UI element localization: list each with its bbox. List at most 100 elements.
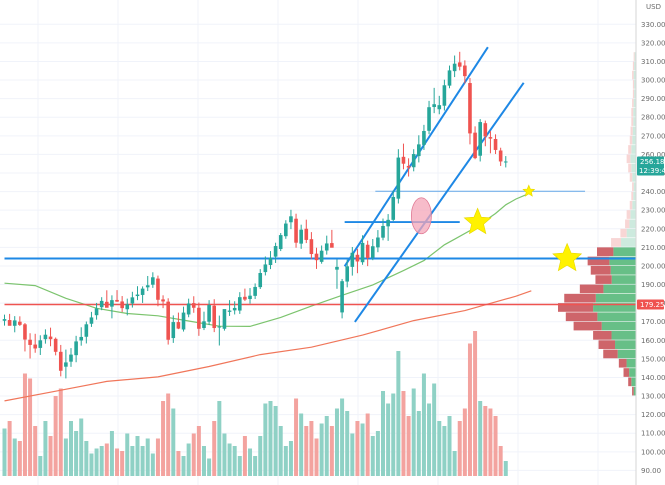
- volume-bar: [2, 428, 7, 476]
- price-tick-label: 240.00: [641, 188, 665, 196]
- volume-profile-bar-down: [595, 275, 612, 284]
- volume-profile-bar-up: [609, 256, 636, 266]
- candle-body-down: [23, 324, 27, 340]
- candle-body-down: [33, 344, 37, 349]
- volume-bar: [396, 351, 401, 476]
- volume-bar: [74, 431, 79, 476]
- candle-body-up: [427, 107, 431, 131]
- volume-profile-bar-down: [628, 377, 632, 387]
- volume-bar: [201, 446, 206, 476]
- candle-body-up: [360, 242, 365, 263]
- volume-profile-bar-down: [628, 145, 632, 154]
- candle-body-up: [79, 336, 84, 341]
- volume-bar: [370, 436, 375, 476]
- candle-body-down: [191, 303, 196, 308]
- volume-profile-bar-up: [626, 228, 636, 238]
- volume-bar: [186, 443, 191, 476]
- volume-bars: [2, 331, 508, 476]
- volume-profile-bar-down: [632, 98, 634, 108]
- volume-profile-bar-down: [620, 228, 627, 238]
- volume-bar: [258, 436, 263, 476]
- price-tick-label: 220.00: [641, 225, 665, 233]
- price-tick-label: 330.00: [641, 21, 665, 29]
- volume-profile-bar-down: [632, 89, 635, 99]
- volume-bar: [130, 446, 135, 476]
- volume-profile-bar-up: [632, 135, 636, 145]
- candle-body-down: [406, 165, 411, 168]
- volume-bar: [33, 426, 38, 476]
- volume-profile-bar-down: [625, 219, 630, 229]
- volume-profile-bar-down: [632, 386, 634, 396]
- volume-bar: [227, 443, 232, 476]
- candle-body-up: [43, 334, 48, 340]
- candle-body-up: [345, 266, 350, 282]
- volume-bar: [406, 416, 411, 476]
- volume-profile-bar-down: [626, 210, 631, 219]
- candle-body-up: [319, 250, 324, 262]
- candle-body-up: [284, 223, 288, 237]
- candle-body-down: [309, 239, 314, 255]
- volume-bar: [155, 438, 160, 476]
- volume-profile-bar-down: [565, 312, 598, 322]
- volume-profile-bar-down: [558, 303, 594, 312]
- candle-body-down: [197, 307, 201, 329]
- volume-profile-bar-up: [630, 154, 636, 164]
- volume-bar: [391, 393, 396, 476]
- volume-profile-bar-up: [633, 386, 636, 396]
- candle-body-up: [217, 326, 222, 328]
- volume-bar: [166, 393, 171, 476]
- candle-body-down: [463, 65, 467, 77]
- small-star-marker: [522, 184, 536, 197]
- volume-bar: [457, 421, 462, 476]
- volume-bar: [181, 456, 186, 476]
- volume-bar: [171, 408, 176, 476]
- candle-body-down: [493, 138, 498, 150]
- volume-profile-bar-up: [601, 321, 636, 331]
- price-tick-label: 200.00: [641, 262, 665, 270]
- moving-average-red: [4, 290, 532, 402]
- volume-bar: [350, 433, 355, 476]
- volume-profile-bar-up: [603, 284, 636, 294]
- volume-profile-bar-down: [611, 238, 622, 247]
- candle-body-down: [498, 150, 503, 162]
- price-tick-label: 100.00: [641, 448, 665, 456]
- candle-body-down: [365, 244, 370, 258]
- price-tick-label: 290.00: [641, 95, 665, 103]
- volume-bar: [7, 421, 12, 476]
- candle-body-down: [105, 301, 109, 308]
- candle-body-up: [478, 122, 482, 156]
- volume-profile-bar-down: [628, 163, 632, 173]
- volume-profile-bar-down: [632, 61, 635, 71]
- candle-body-up: [99, 300, 104, 308]
- volume-profile-bar-up: [631, 377, 636, 387]
- volume-bar: [273, 406, 278, 476]
- volume-profile-bar-down: [629, 200, 633, 210]
- candle-body-up: [289, 216, 293, 223]
- volume-bar: [109, 431, 114, 476]
- volume-profile-bar-up: [629, 219, 636, 229]
- price-tick-label: 210.00: [641, 244, 665, 252]
- price-tick-label: 230.00: [641, 207, 665, 215]
- currency-label: USD: [646, 3, 661, 11]
- price-axis: USD 330.00 320.00 310.00 300.00 290.00 280.00…: [635, 0, 665, 485]
- volume-profile: [558, 52, 636, 396]
- candle-body-up: [432, 104, 436, 108]
- last-price-badge: 256.18 12:39:45: [637, 156, 665, 176]
- price-tick-label: 120.00: [641, 411, 665, 419]
- volume-bar: [452, 451, 457, 476]
- volume-bar: [473, 331, 478, 476]
- volume-bar: [493, 416, 498, 476]
- candle-body-up: [140, 288, 145, 295]
- volume-bar: [94, 448, 99, 476]
- price-tick-label: 310.00: [641, 58, 665, 66]
- volume-profile-bar-down: [587, 256, 610, 266]
- volume-bar: [304, 426, 309, 476]
- candle-body-up: [125, 304, 130, 310]
- volume-bar: [498, 446, 503, 476]
- candle-body-down: [58, 351, 63, 371]
- candle-body-up: [273, 246, 278, 257]
- candle-body-up: [94, 308, 99, 316]
